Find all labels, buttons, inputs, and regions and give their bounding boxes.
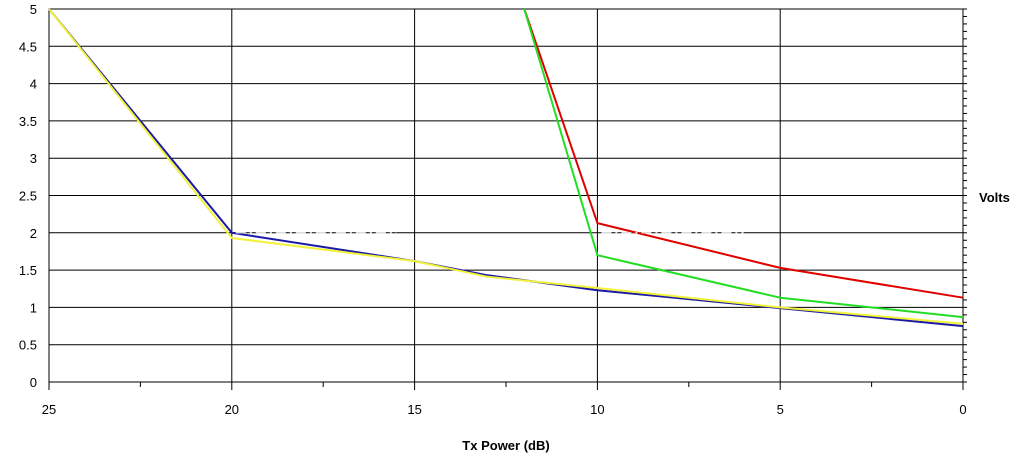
vertical-gridlines: [48, 9, 964, 382]
series-line-2: [48, 8, 964, 325]
y-tick-label: 1: [30, 300, 37, 315]
x-tick-label: 10: [590, 402, 604, 417]
y-tick-labels: 0 0.5 1 1.5 2 2.5 3 3.5 4 4.5 5: [19, 2, 37, 390]
y-tick-label: 0: [30, 375, 37, 390]
y-tick-label: 0.5: [19, 338, 37, 353]
x-tick-label: 20: [225, 402, 239, 417]
y-tick-label: 3.5: [19, 114, 37, 129]
y-tick-label: 4.5: [19, 39, 37, 54]
y-tick-label: 3: [30, 151, 37, 166]
series-lines: [48, 8, 964, 328]
x-tick-label: 5: [777, 402, 784, 417]
x-tick-labels: 25 20 15 10 5 0: [42, 402, 967, 417]
horizontal-gridlines: [49, 8, 963, 383]
y-axis-title: Volts: [979, 190, 1010, 205]
x-tick-label: 0: [959, 402, 966, 417]
y-tick-label: 2: [30, 226, 37, 241]
x-tick-label: 15: [407, 402, 421, 417]
y-tick-label: 1.5: [19, 263, 37, 278]
y-tick-label: 4: [30, 77, 37, 92]
series-line-4: [523, 8, 964, 319]
y-tick-label: 2.5: [19, 189, 37, 204]
x-axis-title: Tx Power (dB): [462, 438, 549, 453]
y-tick-label: 5: [30, 2, 37, 17]
series-line-3: [523, 8, 964, 299]
minor-ticks: [48, 8, 967, 390]
x-tick-label: 25: [42, 402, 56, 417]
